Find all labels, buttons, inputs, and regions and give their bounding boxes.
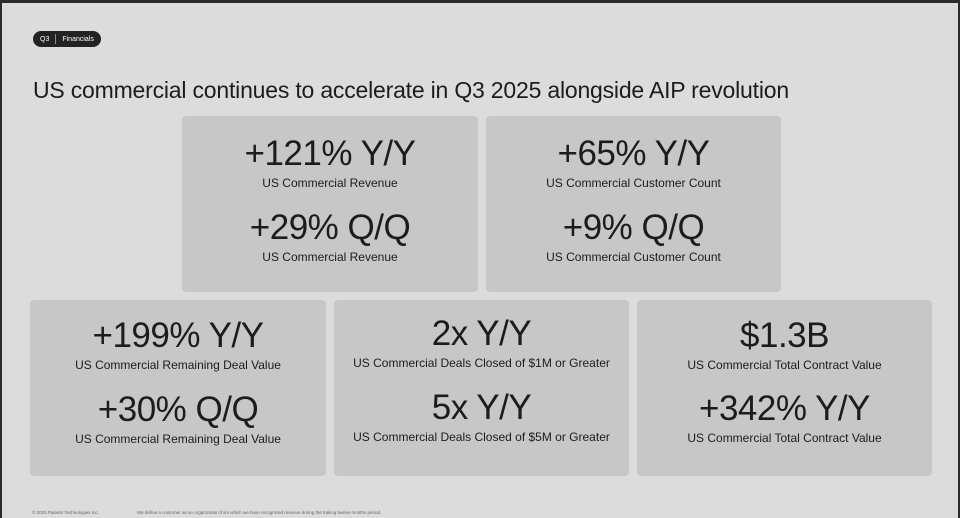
- metric-revenue-yy: +121% Y/Y US Commercial Revenue: [182, 134, 478, 191]
- metric-value: +342% Y/Y: [699, 389, 870, 428]
- metric-deals-5m: 5x Y/Y US Commercial Deals Closed of $5M…: [334, 388, 629, 445]
- metric-label: US Commercial Deals Closed of $1M or Gre…: [353, 356, 610, 370]
- metric-label: US Commercial Remaining Deal Value: [75, 358, 281, 372]
- card-us-commercial-deals-closed: 2x Y/Y US Commercial Deals Closed of $1M…: [334, 300, 629, 476]
- metric-label: US Commercial Total Contract Value: [687, 358, 882, 372]
- metric-label: US Commercial Remaining Deal Value: [75, 432, 281, 446]
- badge-divider: [55, 34, 57, 44]
- card-us-commercial-customer-count: +65% Y/Y US Commercial Customer Count +9…: [486, 116, 781, 292]
- metric-tcv-yy: +342% Y/Y US Commercial Total Contract V…: [637, 389, 932, 446]
- metric-label: US Commercial Customer Count: [546, 176, 721, 190]
- metric-label: US Commercial Revenue: [262, 250, 398, 264]
- metric-tcv: $1.3B US Commercial Total Contract Value: [637, 316, 932, 373]
- section-badge: Q3 Financials: [33, 31, 101, 47]
- metric-label: US Commercial Revenue: [262, 176, 398, 190]
- metric-value: +30% Q/Q: [97, 390, 259, 429]
- metric-customer-yy: +65% Y/Y US Commercial Customer Count: [486, 134, 781, 191]
- slide: Q3 Financials US commercial continues to…: [2, 3, 958, 518]
- card-us-commercial-total-contract-value: $1.3B US Commercial Total Contract Value…: [637, 300, 932, 476]
- metric-revenue-qq: +29% Q/Q US Commercial Revenue: [182, 208, 478, 265]
- slide-title: US commercial continues to accelerate in…: [33, 77, 789, 103]
- section-label: Financials: [62, 35, 94, 43]
- metric-label: US Commercial Total Contract Value: [687, 431, 882, 445]
- metric-customer-qq: +9% Q/Q US Commercial Customer Count: [486, 208, 781, 265]
- metric-value: $1.3B: [740, 316, 829, 355]
- quarter-label: Q3: [40, 35, 50, 43]
- metric-value: +121% Y/Y: [244, 134, 416, 173]
- footer-note: We define a customer as an organization …: [137, 510, 382, 515]
- card-us-commercial-revenue: +121% Y/Y US Commercial Revenue +29% Q/Q…: [182, 116, 478, 292]
- metric-value: 2x Y/Y: [431, 314, 532, 353]
- metric-value: 5x Y/Y: [431, 388, 532, 427]
- metric-value: +29% Q/Q: [249, 208, 411, 247]
- metric-value: +65% Y/Y: [557, 134, 711, 173]
- metric-rdv-yy: +199% Y/Y US Commercial Remaining Deal V…: [30, 316, 326, 373]
- metric-deals-1m: 2x Y/Y US Commercial Deals Closed of $1M…: [334, 314, 629, 371]
- metric-value: +9% Q/Q: [562, 208, 705, 247]
- footer-copyright: © 2025 Palantir Technologies Inc.: [32, 510, 100, 515]
- card-us-commercial-remaining-deal-value: +199% Y/Y US Commercial Remaining Deal V…: [30, 300, 326, 476]
- metric-rdv-qq: +30% Q/Q US Commercial Remaining Deal Va…: [30, 390, 326, 447]
- metric-label: US Commercial Deals Closed of $5M or Gre…: [353, 430, 610, 444]
- metric-label: US Commercial Customer Count: [546, 250, 721, 264]
- metric-value: +199% Y/Y: [92, 316, 264, 355]
